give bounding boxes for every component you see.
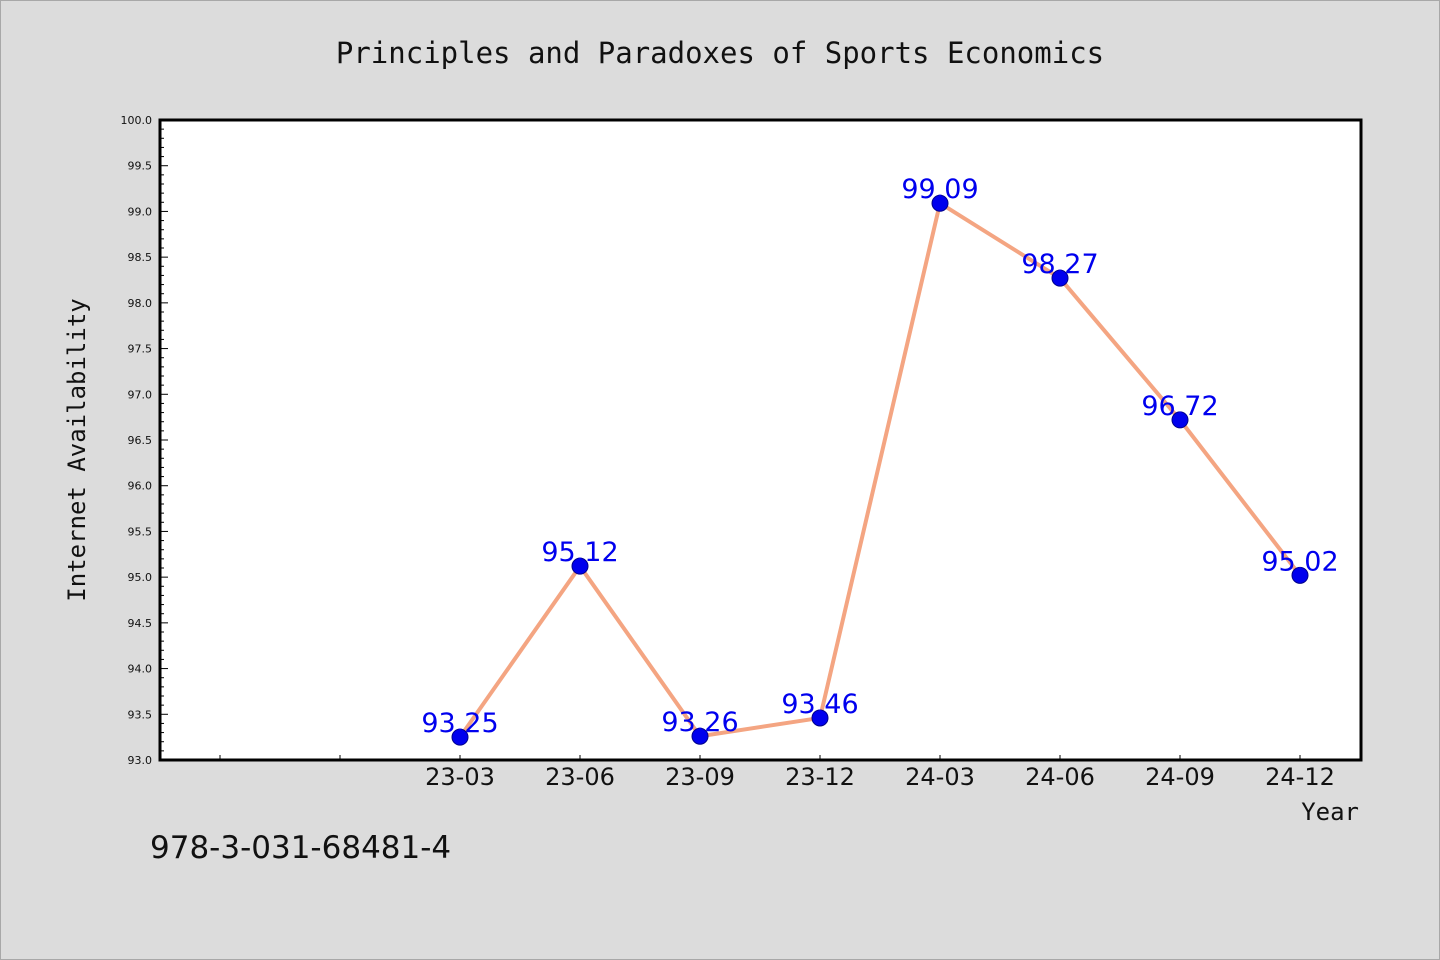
data-point — [1051, 269, 1069, 287]
y-tick-label: 98.0 — [128, 297, 153, 310]
y-tick-label: 98.5 — [128, 251, 153, 264]
y-tick-label: 99.5 — [128, 160, 153, 173]
data-point — [1291, 566, 1309, 584]
y-tick-label: 95.0 — [128, 571, 153, 584]
x-tick-label: 23-06 — [545, 763, 615, 791]
y-tick-label: 96.0 — [128, 480, 153, 493]
y-tick-label: 97.0 — [128, 388, 153, 401]
plot-area — [160, 120, 1361, 760]
x-tick-label: 24-06 — [1025, 763, 1095, 791]
y-tick-label: 94.0 — [128, 663, 153, 676]
series-layer: 93.25 95.12 93.26 93.46 99.09 98.27 96.72 95.02 — [421, 174, 1339, 746]
x-axis-label: Year — [1301, 798, 1359, 826]
data-label: 93.26 — [661, 707, 738, 738]
x-tick-label: 23-03 — [425, 763, 495, 791]
y-tick-label: 94.5 — [128, 617, 153, 630]
data-point — [451, 728, 469, 746]
x-tick-label: 24-03 — [905, 763, 975, 791]
x-tick-label: 24-09 — [1145, 763, 1215, 791]
data-point — [571, 557, 589, 575]
data-point — [931, 194, 949, 212]
y-axis: 93.0 93.5 94.0 94.5 95.0 95.5 96.0 96.5 97.0 97.5… — [121, 114, 168, 767]
data-label: 95.12 — [541, 537, 618, 568]
x-tick-label: 23-09 — [665, 763, 735, 791]
y-axis-label: Internet Availability — [63, 298, 91, 601]
chart-title: Principles and Paradoxes of Sports Econo… — [336, 36, 1104, 70]
y-tick-label: 95.5 — [128, 525, 153, 538]
data-label: 99.09 — [901, 174, 978, 205]
data-label: 98.27 — [1021, 249, 1098, 280]
data-label: 93.46 — [781, 689, 858, 720]
plot-border — [158, 118, 1363, 762]
data-label: 93.25 — [421, 708, 498, 739]
data-label: 95.02 — [1261, 546, 1338, 577]
y-tick-label: 99.0 — [128, 205, 153, 218]
data-point — [811, 709, 829, 727]
data-label: 96.72 — [1141, 391, 1218, 422]
data-point — [691, 727, 709, 745]
y-tick-label: 100.0 — [121, 114, 153, 127]
y-tick-label: 93.0 — [128, 754, 153, 767]
x-tick-label: 24-12 — [1265, 763, 1335, 791]
data-point — [1171, 411, 1189, 429]
series-line — [458, 201, 1302, 740]
y-tick-label: 93.5 — [128, 708, 153, 721]
y-tick-label: 96.5 — [128, 434, 153, 447]
y-tick-label: 97.5 — [128, 343, 153, 356]
isbn-text: 978-3-031-68481-4 — [150, 830, 452, 866]
x-tick-label: 23-12 — [785, 763, 855, 791]
x-axis: 23-03 23-06 23-09 23-12 24-03 24-06 24-09 24-12 — [219, 755, 1335, 791]
